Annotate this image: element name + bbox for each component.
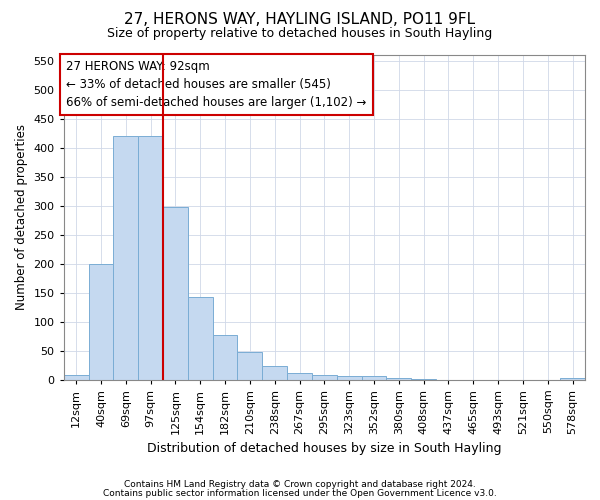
Bar [262, 366, 287, 380]
Bar [337, 376, 362, 380]
Bar [138, 136, 163, 380]
Bar [113, 136, 138, 380]
Text: Contains public sector information licensed under the Open Government Licence v3: Contains public sector information licen… [103, 488, 497, 498]
Bar [287, 372, 312, 380]
Bar [560, 378, 585, 380]
Bar [212, 335, 238, 380]
Text: Contains HM Land Registry data © Crown copyright and database right 2024.: Contains HM Land Registry data © Crown c… [124, 480, 476, 489]
Bar [362, 376, 386, 380]
Bar [188, 298, 212, 380]
Bar [238, 352, 262, 380]
Bar [312, 375, 337, 380]
Bar [163, 207, 188, 380]
Y-axis label: Number of detached properties: Number of detached properties [15, 124, 28, 310]
X-axis label: Distribution of detached houses by size in South Hayling: Distribution of detached houses by size … [147, 442, 502, 455]
Bar [411, 379, 436, 380]
Text: Size of property relative to detached houses in South Hayling: Size of property relative to detached ho… [107, 28, 493, 40]
Bar [64, 375, 89, 380]
Text: 27, HERONS WAY, HAYLING ISLAND, PO11 9FL: 27, HERONS WAY, HAYLING ISLAND, PO11 9FL [124, 12, 476, 28]
Text: 27 HERONS WAY: 92sqm
← 33% of detached houses are smaller (545)
66% of semi-deta: 27 HERONS WAY: 92sqm ← 33% of detached h… [67, 60, 367, 109]
Bar [89, 264, 113, 380]
Bar [386, 378, 411, 380]
